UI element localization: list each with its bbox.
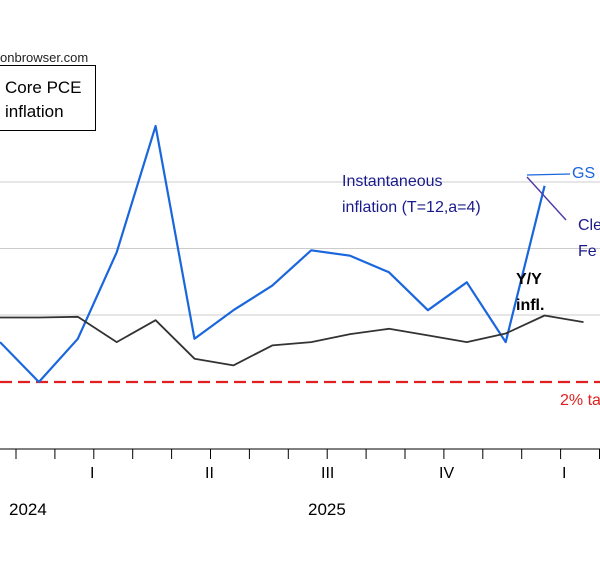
x-axis (0, 448, 600, 459)
annotation-instantaneous-line-2: inflation (T=12,a=4) (342, 199, 481, 216)
annotation-instantaneous-line-1: Instantaneous (342, 173, 443, 190)
quarter-label: II (205, 465, 214, 482)
gs-pointer (526, 173, 571, 176)
annotation-yy-line-2: infl. (516, 297, 545, 314)
quarter-label: I (90, 465, 95, 482)
annotation-instantaneous: Instantaneous inflation (T=12,a=4) (342, 169, 481, 221)
quarter-label: IV (439, 465, 455, 482)
legend-title-box: Core PCE inflation (0, 65, 96, 131)
year-label: 2024 (9, 500, 47, 519)
quarter-label: I (562, 465, 567, 482)
annotation-cleveland-line-2: Fe (578, 243, 597, 260)
annotation-target: 2% ta (560, 392, 600, 409)
title-line-1: Core PCE (5, 78, 82, 97)
annotation-yy-line-1: Y/Y (516, 271, 542, 288)
year-label: 2025 (308, 500, 346, 519)
annotation-cleveland-line-1: Cle (578, 217, 600, 234)
title-line-2: inflation (5, 102, 64, 121)
gridlines (0, 181, 600, 316)
series-instantaneous-line (0, 124, 546, 384)
annotation-gs: GS (572, 165, 596, 182)
annotation-cleveland-fed: Cle Fe (578, 213, 600, 265)
series-yy-line (0, 314, 584, 367)
series-lines (0, 124, 584, 384)
cleveland-fed-pointer (526, 176, 567, 221)
watermark: onbrowser.com (0, 50, 89, 65)
quarter-label: III (321, 465, 335, 482)
annotation-yy: Y/Y infl. (516, 267, 544, 319)
